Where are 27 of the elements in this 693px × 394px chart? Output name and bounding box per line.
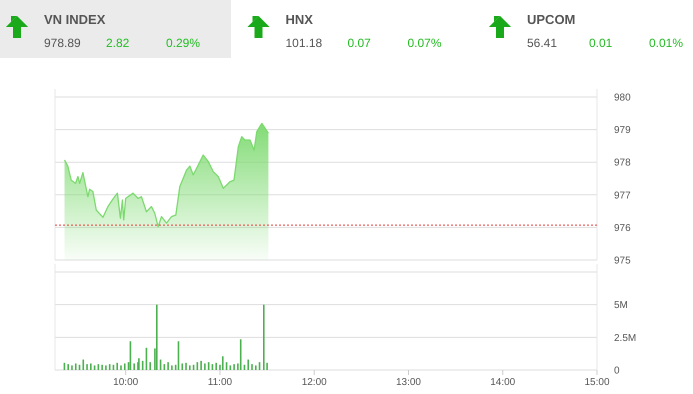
x-tick-label: 13:00 bbox=[396, 377, 422, 388]
y-tick-label: 5M bbox=[614, 300, 628, 312]
text: 0.01 bbox=[589, 36, 613, 50]
text: 101.18 bbox=[286, 36, 323, 50]
y-tick-label: 976 bbox=[614, 222, 632, 234]
x-tick-label: 10:00 bbox=[113, 377, 139, 388]
text: VN INDEX bbox=[44, 12, 106, 27]
text: 0.07% bbox=[408, 36, 442, 50]
text: 0.01% bbox=[649, 36, 684, 50]
text: 0.29% bbox=[166, 36, 200, 50]
x-tick-label: 15:00 bbox=[584, 377, 610, 388]
x-tick-label: 11:00 bbox=[208, 377, 233, 388]
text: 0.07 bbox=[348, 36, 372, 50]
y-tick-label: 2.5M bbox=[614, 332, 636, 344]
y-tick-label: 975 bbox=[614, 256, 632, 266]
text: UPCOM bbox=[527, 12, 576, 27]
y-tick-label: 0 bbox=[614, 366, 620, 376]
x-tick-label: 14:00 bbox=[490, 377, 516, 388]
y-tick-label: 979 bbox=[614, 125, 632, 136]
y-tick-label: 978 bbox=[614, 158, 632, 169]
y-tick-label: 977 bbox=[614, 190, 632, 202]
text: 2.82 bbox=[106, 36, 130, 50]
text: 56.41 bbox=[527, 36, 558, 50]
y-tick-label: 980 bbox=[614, 92, 632, 104]
text: HNX bbox=[286, 12, 314, 27]
x-tick-label: 12:00 bbox=[302, 377, 328, 388]
text: 978.89 bbox=[44, 36, 82, 50]
